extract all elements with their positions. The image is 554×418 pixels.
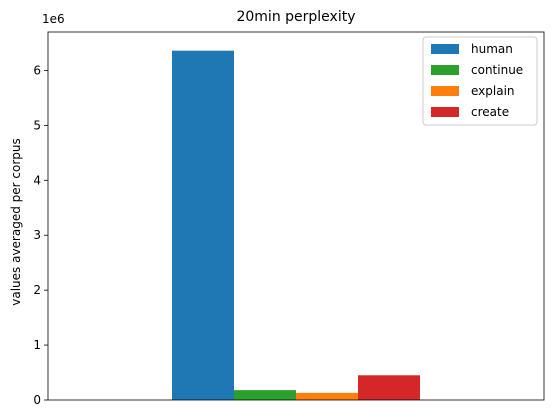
y-tick-label: 4 xyxy=(33,173,41,187)
y-tick-label: 5 xyxy=(33,118,41,132)
legend: human continue explain create xyxy=(422,36,538,126)
y-multiplier-label: 1e6 xyxy=(42,12,65,26)
legend-box xyxy=(422,36,538,126)
legend-label-create: create xyxy=(471,105,509,119)
y-axis-label: values averaged per corpus xyxy=(9,138,23,306)
legend-swatch-create xyxy=(431,107,459,117)
legend-swatch-human xyxy=(431,44,459,54)
legend-label-explain: explain xyxy=(471,84,515,98)
chart-title: 20min perplexity xyxy=(236,9,355,25)
legend-label-human: human xyxy=(471,42,513,56)
legend-swatch-explain xyxy=(431,86,459,96)
axes-frame xyxy=(47,31,545,401)
y-tick-label: 2 xyxy=(33,283,41,297)
bar-human xyxy=(172,50,234,401)
y-tick-label: 0 xyxy=(33,393,41,407)
bar-explain xyxy=(296,392,358,400)
y-tick-label: 1 xyxy=(33,338,41,352)
bar-continue xyxy=(234,390,296,400)
y-tick-label: 3 xyxy=(33,228,41,242)
y-tick-label: 6 xyxy=(33,63,41,77)
legend-swatch-continue xyxy=(431,65,459,75)
bar-create xyxy=(358,375,420,400)
plot-area: 0 1 2 3 4 5 6 xyxy=(33,31,545,407)
legend-label-continue: continue xyxy=(471,63,523,77)
